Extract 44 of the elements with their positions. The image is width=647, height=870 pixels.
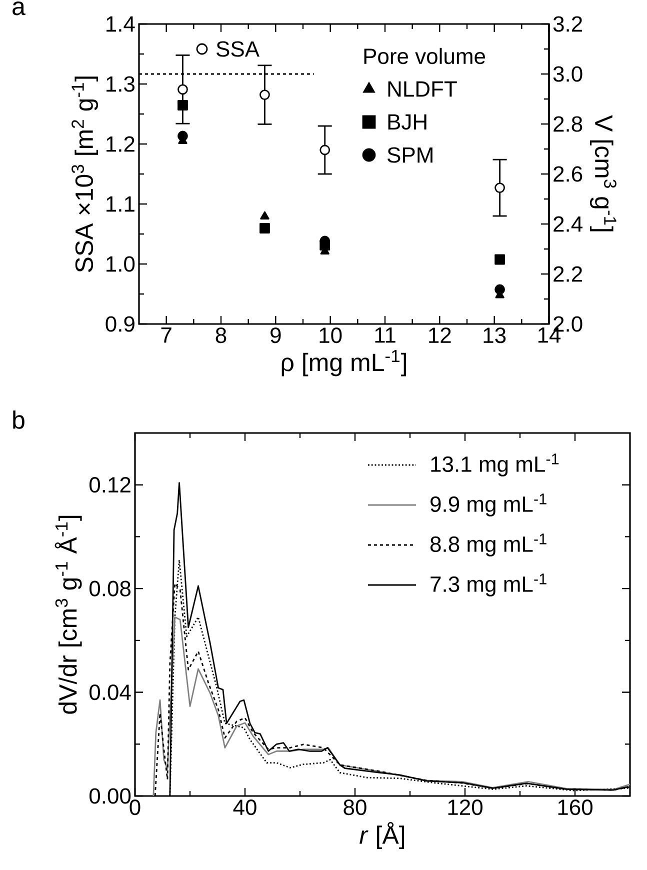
- y2-tick-label: 2.2: [554, 266, 582, 282]
- legend-label: SSA: [216, 41, 260, 57]
- y2-tick-label: 2.6: [554, 166, 582, 182]
- x-axis-title: ρ [mg mL$^{-1}$]: [282, 350, 406, 376]
- x-tick-label: 9: [270, 328, 281, 344]
- legend-label: 7.3 mg mL$^{-1}$: [430, 574, 546, 596]
- y-axis-title: dV/dr [cm$^{3}$ g$^{-1}$ Å$^{-1}$]: [54, 516, 82, 714]
- y-tick-label: 1.4: [106, 16, 135, 32]
- x-tick-label: 40: [233, 800, 256, 816]
- y2-axis-title: V [cm$^{3}$ g$^{-1}$]: [590, 115, 616, 232]
- x-tick-label: 0: [130, 800, 140, 816]
- x-axis-title: r [Å]: [360, 822, 404, 849]
- y-tick-label: 1.0: [106, 256, 135, 272]
- y-tick-label: 0.12: [90, 477, 130, 493]
- legend-label: SPM: [388, 147, 432, 163]
- y2-tick-label: 3.2: [553, 16, 582, 32]
- x-tick-label: 11: [375, 328, 396, 343]
- x-tick-label: 80: [344, 800, 366, 816]
- y-tick-label: 0.08: [90, 580, 130, 596]
- x-tick-label: 12: [429, 328, 451, 343]
- chart-title: b: [13, 410, 24, 429]
- y-tick-label: 0.00: [90, 788, 131, 804]
- x-tick-label: 7: [161, 328, 172, 343]
- legend-label: 9.9 mg mL$^{-1}$: [430, 494, 546, 516]
- chart-title: a: [12, 2, 26, 16]
- y-axis-title: SSA ×10$^{3}$ [m$^{2}$ g$^{-1}$]: [72, 76, 98, 272]
- y2-tick-label: 2.8: [554, 116, 582, 132]
- legend-label: NLDFT: [388, 81, 457, 97]
- y2-tick-label: 3.0: [553, 66, 582, 82]
- y-tick-label: 0.9: [106, 316, 134, 332]
- y-tick-label: 0.04: [90, 684, 131, 700]
- legend-label: 13.1 mg mL$^{-1}$: [431, 454, 559, 476]
- legend-label: BJH: [388, 114, 426, 130]
- x-tick-label: 120: [448, 800, 482, 816]
- y-tick-label: 1.1: [106, 196, 134, 212]
- legend-title: Pore volume: [364, 48, 486, 64]
- x-tick-label: 10: [320, 328, 342, 344]
- x-tick-label: 13: [484, 328, 506, 344]
- y-tick-label: 1.2: [106, 136, 134, 152]
- y2-tick-label: 2.4: [554, 216, 582, 232]
- legend-label: 8.8 mg mL$^{-1}$: [430, 534, 546, 556]
- y-tick-label: 1.3: [106, 76, 135, 92]
- x-tick-label: 8: [216, 328, 226, 344]
- x-tick-label: 160: [558, 800, 592, 816]
